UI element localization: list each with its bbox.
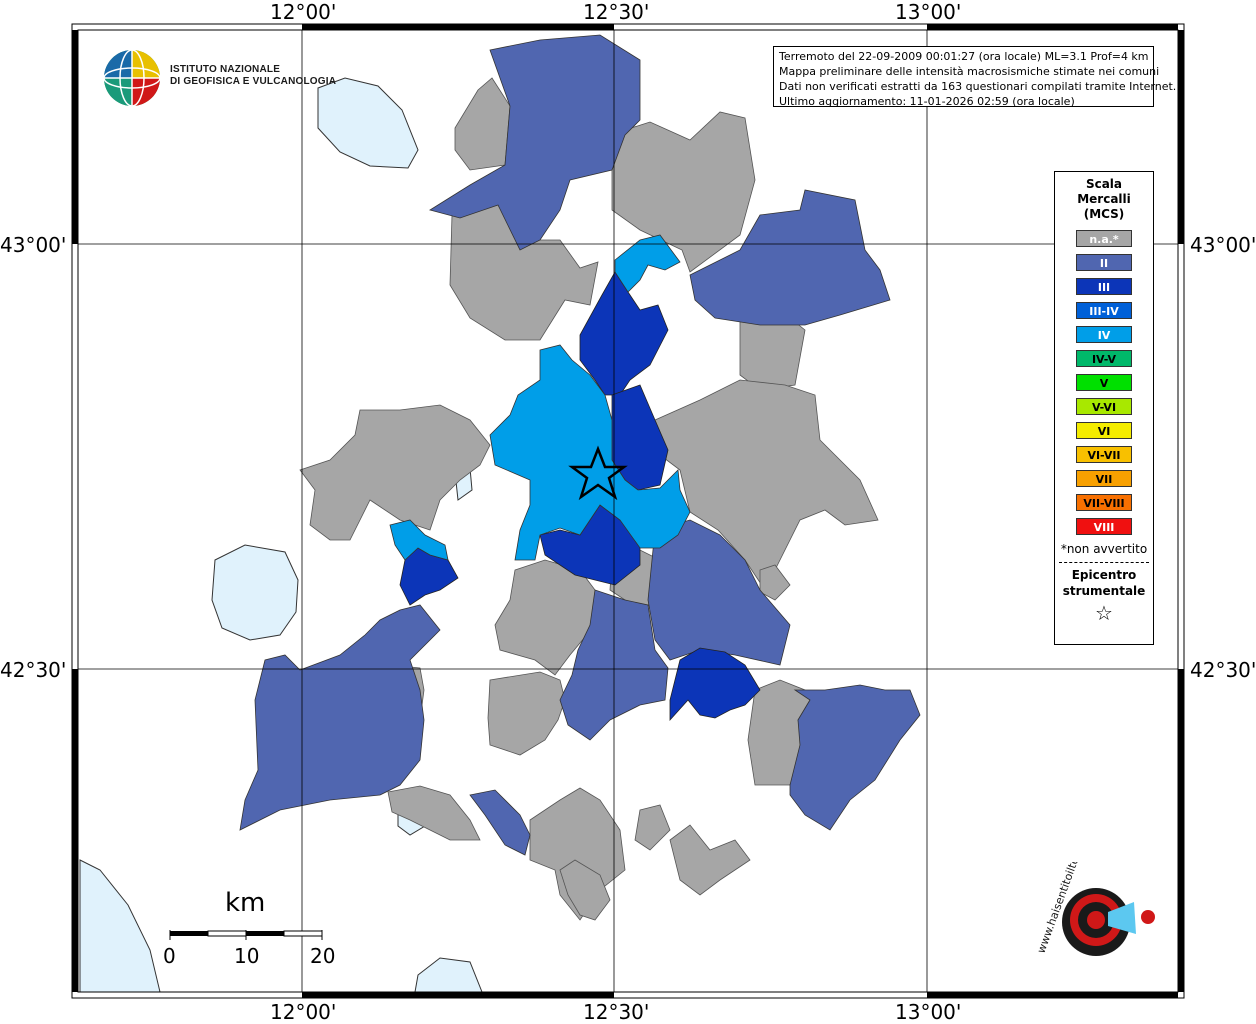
legend-swatches: n.a.* II III III-IV IV IV-V V V-VI VI VI-VII VII VI… [1055,230,1153,535]
legend-swatch-vii-viii: VII-VIII [1076,494,1132,511]
scale-bar [169,930,323,940]
legend-title: Scala Mercalli (MCS) [1055,177,1153,222]
lon-label-top-1: 12°00' [270,0,337,24]
lon-label-bottom-1: 12°00' [270,1000,337,1024]
legend-epi-line-2: strumentale [1062,584,1146,598]
scale-label-20: 20 [310,944,336,968]
legend-epi-line-1: Epicentro [1071,568,1137,582]
ingv-logo-text: ISTITUTO NAZIONALE DI GEOFISICA E VULCAN… [170,64,336,88]
mcs-legend: Scala Mercalli (MCS) n.a.* II III III-IV IV I… [1054,171,1154,645]
legend-swatch-iii: III [1076,278,1132,295]
lat-label-right-1: 43°00' [1190,233,1256,257]
municipalities-na [299,77,879,921]
legend-swatch-viii: VIII [1076,518,1132,535]
legend-separator [1059,562,1149,563]
info-line-3: Dati non verificati estratti da 163 ques… [779,80,1177,93]
lon-label-top-3: 13°00' [895,0,962,24]
legend-swatch-iii-iv: III-IV [1076,302,1132,319]
lon-label-top-2: 12°30' [583,0,650,24]
logo-line-1: ISTITUTO NAZIONALE [170,64,281,75]
map-frame [71,23,1185,999]
legend-swatch-vi: VI [1076,422,1132,439]
legend-swatch-vi-vii: VI-VII [1076,446,1132,463]
scale-label-0: 0 [163,944,176,968]
event-info-box: Terremoto del 22-09-2009 00:01:27 (ora l… [773,46,1177,108]
legend-swatch-v-vi: V-VI [1076,398,1132,415]
legend-swatch-iv: IV [1076,326,1132,343]
scale-unit: km [225,888,266,918]
epicenter-star [568,445,628,501]
lat-label-left-2: 42°30' [0,658,67,682]
lake-trasimeno [317,77,419,169]
lake-bracciano [414,957,483,993]
municipalities-III [399,271,761,722]
graticule [78,30,1178,992]
ingv-globe-icon [103,49,161,107]
municipalities-IV [389,234,691,561]
legend-note: *non avvertito [1060,542,1148,556]
legend-swatch-vii: VII [1076,470,1132,487]
municipalities-II [239,34,921,856]
legend-swatch-v: V [1076,374,1132,391]
lat-label-right-2: 42°30' [1190,658,1256,682]
lat-label-left-1: 43°00' [0,233,67,257]
lon-label-bottom-3: 13°00' [895,1000,962,1024]
legend-swatch-iv-v: IV-V [1076,350,1132,367]
legend-swatch-ii: II [1076,254,1132,271]
scale-label-10: 10 [234,944,260,968]
info-line-1: Terremoto del 22-09-2009 00:01:27 (ora l… [779,50,1149,63]
info-line-2: Mappa preliminare delle intensità macros… [779,65,1160,78]
lake-bolsena [211,544,299,641]
legend-title-line-2: Mercalli [1077,192,1131,206]
legend-star-icon: ☆ [1095,601,1113,625]
legend-title-line-1: Scala [1085,177,1123,191]
legend-swatch-n-a: n.a.* [1076,230,1132,247]
haisentito-logo: www.haisentitoilterremoto.it [1036,862,1155,956]
info-line-4: Ultimo aggiornamento: 11-01-2026 02:59 (… [779,95,1075,108]
legend-title-line-3: (MCS) [1083,207,1125,221]
legend-epicenter-label: Epicentro strumentale [1055,567,1153,599]
lon-label-bottom-2: 12°30' [583,1000,650,1024]
logo-line-2: DI GEOFISICA E VULCANOLOGIA [170,76,337,87]
